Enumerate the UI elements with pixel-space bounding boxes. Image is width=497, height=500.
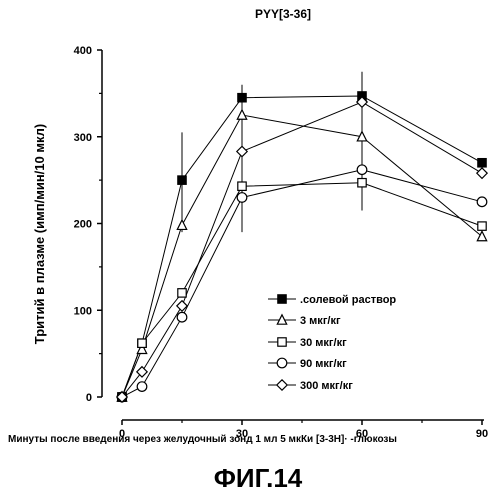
legend-marker [278,295,286,303]
data-point [478,222,486,230]
y-axis-label: Тритий в плазме (имп/мин/10 мкл) [32,124,47,344]
legend-marker [277,380,287,390]
data-point [477,231,486,240]
x-tick-label: 60 [356,428,368,440]
data-point [178,176,186,184]
x-tick-label: 30 [236,428,248,440]
data-point [237,110,246,119]
data-point [357,165,367,175]
y-tick-label: 400 [74,45,92,57]
error-bars [182,72,362,232]
y-tick-label: 300 [74,132,92,144]
y-tick-label: 0 [86,392,92,404]
legend-marker [277,358,287,368]
data-point [477,168,487,178]
data-point [178,289,186,297]
series-5 [122,102,482,397]
data-point [177,220,186,229]
series-1-points [118,92,486,401]
legend-label: 3 мкг/кг [300,315,341,327]
x-axis-label: Минуты после введения через желудочный з… [8,434,397,445]
data-point [138,339,146,347]
data-point [477,197,487,207]
legend-marker [278,338,286,346]
data-point [237,146,247,156]
data-point [238,182,246,190]
legend-label: 90 мкг/кг [300,358,347,370]
legend-label: 30 мкг/кг [300,337,347,349]
legend-label: 300 мкг/кг [300,380,353,392]
series-line [122,115,482,397]
series-5-points [117,97,487,402]
legend-label: .солевой раствор [300,294,396,306]
data-point [238,94,246,102]
series-line [122,102,482,397]
x-tick-label: 0 [119,428,125,440]
data-point [137,382,147,392]
data-point [137,367,147,377]
series-2 [122,115,482,397]
chart-title: PYY[3-36] [255,7,311,21]
figure-label: ФИГ.14 [214,463,303,493]
x-tick-label: 90 [476,428,488,440]
data-point [177,312,187,322]
plot-area [117,92,487,402]
data-point [478,159,486,167]
legend: .солевой раствор 3 мкг/кг 30 мкг/кг 90 мкг/… [268,294,396,392]
data-point [237,193,247,203]
y-tick-label: 200 [74,219,92,231]
data-point [358,179,366,187]
y-tick-label: 100 [74,305,92,317]
